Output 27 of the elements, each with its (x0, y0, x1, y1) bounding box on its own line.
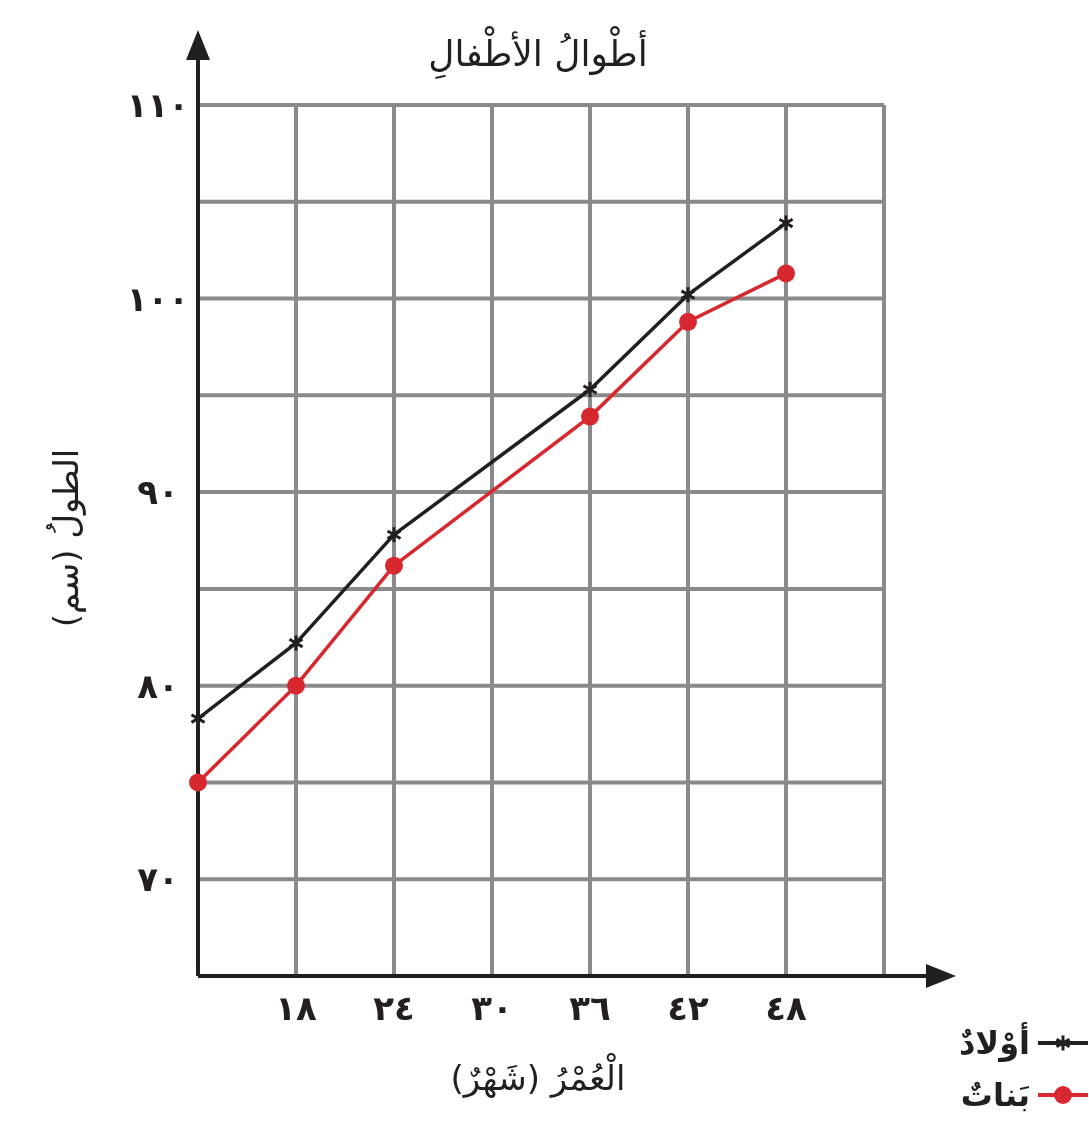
x-tick-label: ٣٠ (471, 988, 513, 1028)
x-tick-label: ١٨ (275, 988, 317, 1028)
point (581, 407, 599, 426)
y-tick-label: ٧٠ (137, 859, 179, 900)
y-tick-label: ٨٠ (137, 665, 179, 706)
point (189, 773, 207, 792)
point (385, 556, 403, 575)
x-tick-label: ٢٤ (373, 988, 415, 1028)
point (777, 264, 795, 283)
y-axis-title: الطولُ (سم) (46, 448, 87, 628)
point (287, 676, 305, 695)
y-tick-label: ٩٠ (137, 472, 179, 513)
x-axis-title: الْعُمْرُ (شَهْرٌ) (450, 1051, 626, 1099)
point (385, 525, 403, 544)
point (679, 312, 697, 331)
chart-title: أطْوالُ الأطْفالِ (428, 26, 648, 79)
x-tick-label: ٤٨ (765, 988, 807, 1028)
point (777, 214, 795, 233)
y-tick-label: ١٠٠ (126, 278, 190, 319)
legend-label: بَناتٌ (960, 1076, 1030, 1114)
x-tick-label: ٣٦ (569, 988, 611, 1028)
point (679, 285, 697, 304)
point (581, 380, 599, 399)
x-tick-label: ٤٢ (667, 988, 709, 1028)
legend-label: أوْلادٌ (958, 1022, 1030, 1062)
y-tick-label: ١١٠ (126, 85, 190, 125)
point (287, 634, 305, 653)
